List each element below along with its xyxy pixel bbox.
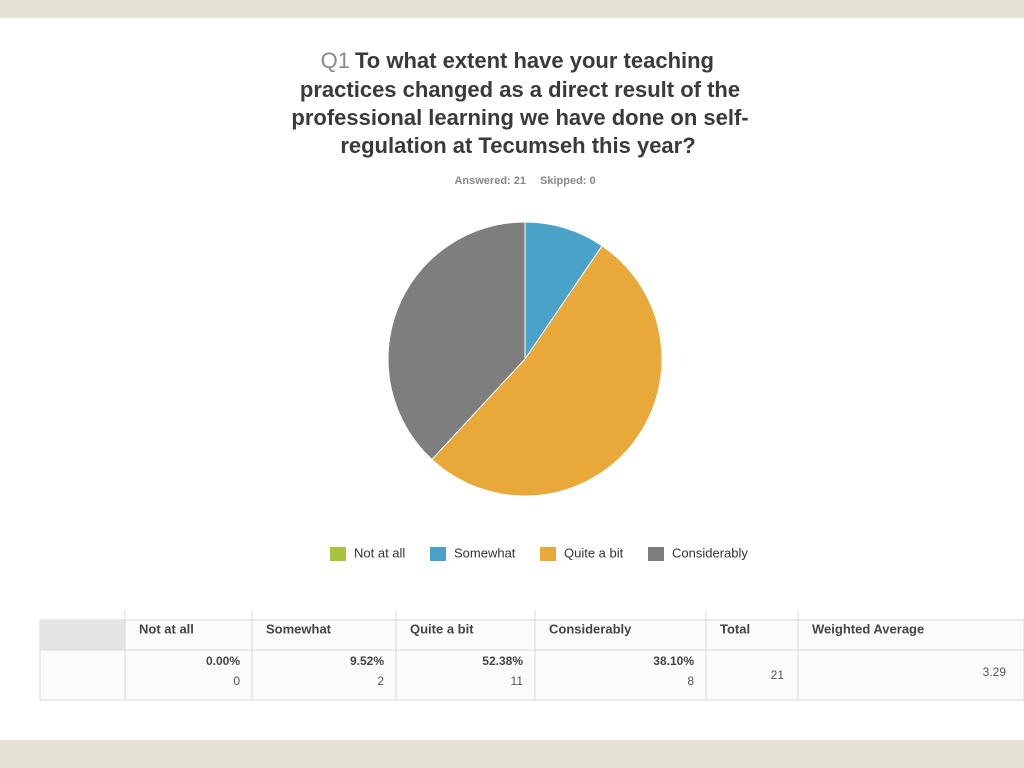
table-corner bbox=[40, 620, 125, 650]
table-count: 2 bbox=[377, 674, 384, 688]
table-header: Not at all bbox=[139, 621, 194, 636]
table-frame bbox=[39, 619, 1024, 701]
table-weighted-average: 3.29 bbox=[983, 665, 1007, 679]
legend-swatch bbox=[540, 547, 556, 561]
table-count: 11 bbox=[511, 674, 524, 688]
table-header: Considerably bbox=[549, 621, 632, 636]
legend-swatch bbox=[430, 547, 446, 561]
skipped: Skipped: 0 bbox=[540, 175, 596, 187]
legend-label: Somewhat bbox=[454, 545, 516, 560]
table-count: 8 bbox=[687, 674, 694, 688]
table-total: 21 bbox=[771, 668, 785, 682]
table-count: 0 bbox=[233, 674, 240, 688]
table-percent: 9.52% bbox=[350, 654, 384, 668]
question-number: Q1 bbox=[321, 48, 350, 73]
title-line: professional learning we have done on se… bbox=[291, 105, 748, 130]
table-header: Total bbox=[720, 621, 750, 636]
table-header: Weighted Average bbox=[812, 621, 924, 636]
answered: Answered: 21 bbox=[454, 175, 526, 187]
legend-label: Quite a bit bbox=[564, 545, 624, 560]
title-line: To what extent have your teaching bbox=[355, 48, 714, 73]
title-line: regulation at Tecumseh this year? bbox=[340, 133, 695, 158]
pie-slice bbox=[387, 221, 526, 461]
pie-slice bbox=[431, 245, 663, 497]
legend-swatch bbox=[330, 547, 346, 561]
legend-label: Considerably bbox=[672, 545, 748, 560]
table-percent: 52.38% bbox=[482, 654, 523, 668]
pie-slice bbox=[524, 221, 603, 361]
legend-label: Not at all bbox=[354, 545, 405, 560]
table-percent: 38.10% bbox=[653, 654, 694, 668]
table-header: Somewhat bbox=[266, 621, 332, 636]
table-header: Quite a bit bbox=[410, 621, 474, 636]
legend-swatch bbox=[648, 547, 664, 561]
title-line: practices changed as a direct result of … bbox=[300, 77, 740, 102]
table-percent: 0.00% bbox=[206, 654, 240, 668]
